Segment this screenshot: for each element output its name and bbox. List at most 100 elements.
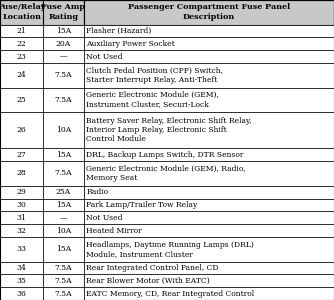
Bar	[43, 63, 84, 88]
Text: Headlamps, Daytime Running Lamps (DRL)
Module, Instrument Cluster: Headlamps, Daytime Running Lamps (DRL) M…	[86, 241, 254, 258]
Text: 15A: 15A	[56, 201, 71, 209]
Bar	[84, 237, 334, 262]
Text: Heated Mirror: Heated Mirror	[86, 226, 142, 235]
Bar	[43, 112, 84, 148]
Bar	[84, 224, 334, 237]
Text: Clutch Pedal Position (CPP) Switch,
Starter Interrupt Relay, Anti-Theft: Clutch Pedal Position (CPP) Switch, Star…	[86, 67, 223, 84]
Text: Fuse Amp
Rating: Fuse Amp Rating	[41, 3, 86, 21]
Bar	[43, 0, 84, 25]
Text: 32: 32	[17, 226, 27, 235]
Text: Rear Integrated Control Panel, CD: Rear Integrated Control Panel, CD	[86, 264, 219, 272]
Bar	[43, 274, 84, 287]
Bar	[43, 88, 84, 112]
Bar	[84, 50, 334, 63]
Text: Rear Blower Motor (With EATC): Rear Blower Motor (With EATC)	[86, 277, 210, 285]
Bar	[43, 25, 84, 38]
Text: EATC Memory, CD, Rear Integrated Control: EATC Memory, CD, Rear Integrated Control	[86, 290, 254, 298]
Bar	[0, 50, 43, 63]
Text: 10A: 10A	[56, 126, 71, 134]
Text: 24: 24	[17, 71, 27, 79]
Text: —: —	[60, 214, 67, 222]
Bar	[84, 186, 334, 199]
Text: 30: 30	[17, 201, 27, 209]
Bar	[84, 63, 334, 88]
Bar	[0, 199, 43, 212]
Text: Auxiliary Power Socket: Auxiliary Power Socket	[86, 40, 175, 48]
Text: 7.5A: 7.5A	[55, 277, 72, 285]
Text: 7.5A: 7.5A	[55, 71, 72, 79]
Bar	[43, 224, 84, 237]
Text: Fuse/Relay
Location: Fuse/Relay Location	[0, 3, 46, 21]
Bar	[84, 161, 334, 186]
Bar	[84, 287, 334, 300]
Bar	[43, 38, 84, 50]
Bar	[84, 0, 334, 25]
Text: 15A: 15A	[56, 27, 71, 35]
Text: Generic Electronic Module (GEM),
Instrument Cluster, Securi-Lock: Generic Electronic Module (GEM), Instrum…	[86, 91, 219, 108]
Bar	[43, 186, 84, 199]
Text: 28: 28	[17, 169, 27, 178]
Bar	[84, 112, 334, 148]
Bar	[0, 88, 43, 112]
Text: 20A: 20A	[56, 40, 71, 48]
Bar	[84, 88, 334, 112]
Bar	[43, 199, 84, 212]
Text: 23: 23	[17, 52, 27, 61]
Bar	[0, 38, 43, 50]
Text: 7.5A: 7.5A	[55, 264, 72, 272]
Bar	[0, 63, 43, 88]
Text: 34: 34	[17, 264, 27, 272]
Bar	[43, 161, 84, 186]
Bar	[0, 262, 43, 275]
Text: 31: 31	[17, 214, 27, 222]
Text: 22: 22	[17, 40, 27, 48]
Text: Not Used: Not Used	[86, 214, 123, 222]
Bar	[0, 161, 43, 186]
Text: DRL, Backup Lamps Switch, DTR Sensor: DRL, Backup Lamps Switch, DTR Sensor	[86, 151, 243, 159]
Bar	[0, 0, 43, 25]
Bar	[0, 287, 43, 300]
Bar	[43, 262, 84, 275]
Bar	[43, 287, 84, 300]
Text: Not Used: Not Used	[86, 52, 123, 61]
Text: 29: 29	[17, 188, 27, 196]
Text: Generic Electronic Module (GEM), Radio,
Memory Seat: Generic Electronic Module (GEM), Radio, …	[86, 165, 246, 182]
Text: Passenger Compartment Fuse Panel
Description: Passenger Compartment Fuse Panel Descrip…	[128, 3, 290, 21]
Bar	[84, 38, 334, 50]
Bar	[0, 274, 43, 287]
Text: 35: 35	[17, 277, 27, 285]
Text: Radio: Radio	[86, 188, 108, 196]
Text: 26: 26	[17, 126, 27, 134]
Bar	[84, 274, 334, 287]
Bar	[0, 25, 43, 38]
Bar	[0, 112, 43, 148]
Text: Battery Saver Relay, Electronic Shift Relay,
Interior Lamp Relay, Electronic Shi: Battery Saver Relay, Electronic Shift Re…	[86, 117, 252, 143]
Text: 10A: 10A	[56, 226, 71, 235]
Text: 21: 21	[17, 27, 27, 35]
Text: 33: 33	[17, 245, 27, 253]
Text: 15A: 15A	[56, 245, 71, 253]
Bar	[84, 212, 334, 224]
Bar	[0, 186, 43, 199]
Text: Park Lamp/Trailer Tow Relay: Park Lamp/Trailer Tow Relay	[86, 201, 197, 209]
Text: 25A: 25A	[56, 188, 71, 196]
Bar	[43, 50, 84, 63]
Bar	[84, 262, 334, 275]
Text: 36: 36	[17, 290, 27, 298]
Bar	[84, 25, 334, 38]
Bar	[43, 212, 84, 224]
Bar	[0, 224, 43, 237]
Bar	[84, 148, 334, 161]
Bar	[43, 148, 84, 161]
Text: 7.5A: 7.5A	[55, 96, 72, 104]
Bar	[84, 199, 334, 212]
Text: Flasher (Hazard): Flasher (Hazard)	[86, 27, 151, 35]
Text: 25: 25	[17, 96, 27, 104]
Bar	[0, 148, 43, 161]
Text: 15A: 15A	[56, 151, 71, 159]
Text: 27: 27	[17, 151, 27, 159]
Text: —: —	[60, 52, 67, 61]
Text: 7.5A: 7.5A	[55, 169, 72, 178]
Bar	[0, 212, 43, 224]
Text: 7.5A: 7.5A	[55, 290, 72, 298]
